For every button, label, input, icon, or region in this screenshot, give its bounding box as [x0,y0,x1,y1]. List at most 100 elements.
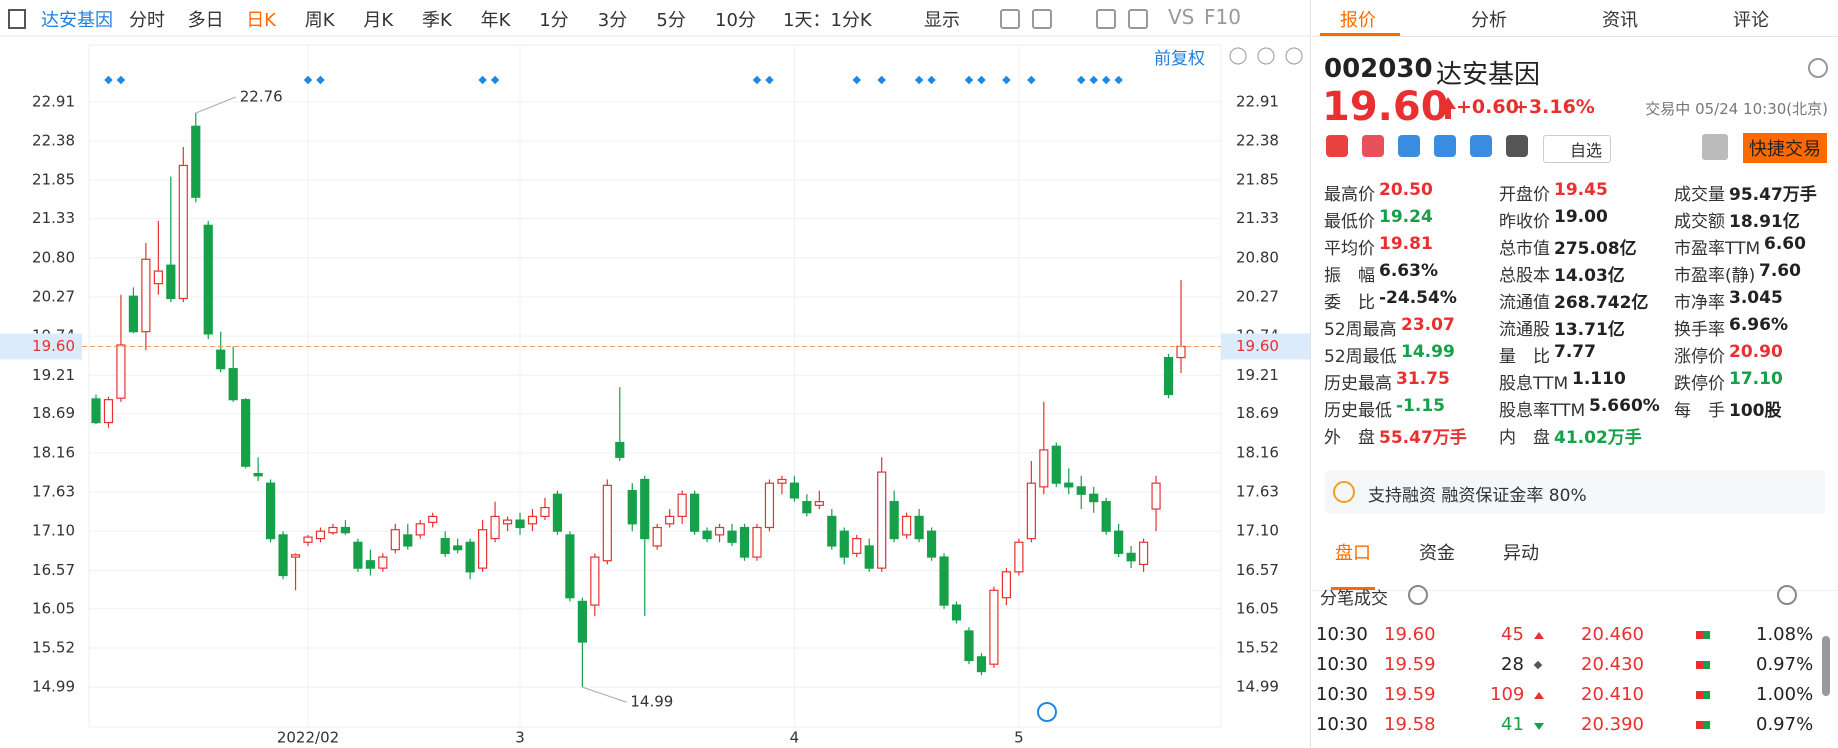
trade-ref: 20.410 [1581,684,1644,705]
trade-time: 10:30 [1316,684,1368,705]
adjust-label[interactable]: 前复权 [1154,49,1205,69]
tool-icon[interactable] [1032,9,1052,29]
bell-icon[interactable] [1702,134,1728,160]
panel-tab[interactable]: 分析 [1471,10,1507,31]
candle-body [714,526,725,536]
candle-body [814,501,824,506]
trade-vol: 109 [1490,684,1525,705]
period-tab[interactable]: 季K [422,10,452,31]
stock-name[interactable]: 达安基因 [41,10,113,31]
y-tick-label-right: 20.27 [1236,287,1279,305]
badge-icon[interactable] [1362,135,1384,157]
signal-marker [104,75,113,85]
panel-tab[interactable]: 评论 [1733,10,1769,31]
y-tick-label-right: 17.10 [1236,522,1279,540]
tool-icon[interactable] [1000,9,1020,29]
trade-vol: 41 [1501,714,1524,735]
stat-value: 7.77 [1554,342,1596,362]
period-select[interactable]: 1天：1分K [783,10,872,31]
display-select[interactable]: 显示 [924,10,960,31]
candle-body [690,493,700,532]
signal-marker [877,75,886,85]
stat-value: 19.45 [1554,180,1608,200]
badge-icon[interactable] [1434,135,1456,157]
trade-pct: 1.08% [1756,624,1814,645]
candle-body [303,536,313,543]
candle-body [964,630,974,662]
y-tick-label-right: 20.80 [1236,248,1279,266]
period-tab[interactable]: 3分 [597,10,628,31]
stat-value: 5.660% [1589,396,1660,416]
period-tab[interactable]: 5分 [656,10,686,31]
zoom-in-icon[interactable] [1285,47,1303,65]
stat-label: 总市值 [1499,239,1550,259]
trade-button[interactable]: 快捷交易 [1743,133,1827,163]
trade-vol: 45 [1501,624,1524,645]
max-annotation: 22.76 [240,87,283,105]
sub-tab[interactable]: 异动 [1503,543,1539,564]
y-tick-label: 19.21 [32,366,75,384]
sub-tab[interactable]: 盘口 [1335,543,1371,564]
period-tab[interactable]: 日K [246,10,276,31]
period-tab[interactable]: 1分 [539,10,569,31]
panel-tab[interactable]: 资讯 [1602,10,1638,31]
period-tab[interactable]: 年K [480,10,511,31]
y-tick-label-right: 18.69 [1236,404,1279,422]
candle-body [203,224,213,335]
signal-marker [914,75,924,85]
candle-body [1176,345,1186,359]
badge-icon[interactable] [1326,135,1348,157]
badge-icon[interactable] [1398,135,1420,157]
tool-icon[interactable] [1096,9,1116,29]
period-tab[interactable]: 多日 [187,10,224,31]
candle-body [1163,356,1174,396]
candle-body [428,515,438,523]
candle-body [552,493,563,532]
current-price-box [0,333,82,360]
toolbar-icon[interactable] [8,9,26,29]
undo-icon[interactable] [1229,47,1247,65]
stat-value: 275.08亿 [1554,239,1637,259]
candle-body [141,258,151,333]
settings-icon[interactable] [1808,58,1828,78]
price-arrow [1440,97,1456,109]
event-icon[interactable] [1037,702,1057,722]
panel-tab-border [1313,36,1838,37]
price-pct: +3.16% [1513,96,1595,118]
scrollbar [1822,636,1830,696]
period-tab[interactable]: 分时 [129,10,165,31]
period-tab[interactable]: 10分 [715,10,756,31]
vs-button[interactable]: VS [1168,5,1195,29]
stat-value: 3.045 [1729,288,1783,308]
candle-body [191,125,201,198]
badge-icon[interactable] [1506,135,1528,157]
sub-tab[interactable]: 资金 [1419,543,1455,564]
watch-button[interactable]: 自选 [1543,135,1612,163]
stat-label: 52周最低 [1324,347,1397,367]
info-icon [1408,585,1428,605]
candle-body [91,398,101,424]
more-icon[interactable] [1777,585,1797,605]
f10-button[interactable]: F10 [1204,5,1241,29]
candle-body [951,604,962,621]
max-leader [195,96,236,114]
stat-value: 20.90 [1729,342,1783,362]
panel-tab[interactable]: 报价 [1340,10,1376,31]
y-tick-label-right: 21.33 [1236,209,1279,227]
candle-body [727,530,737,543]
y-tick-label: 18.16 [32,443,75,461]
min-leader [582,686,627,703]
period-tab[interactable]: 月K [363,10,394,31]
badge-icon[interactable] [1470,135,1492,157]
period-tab[interactable]: 周K [304,10,335,31]
candle-body [353,541,363,569]
y-tick-label-right: 19.21 [1236,366,1279,384]
candle-body [939,556,949,606]
toolbar-bg [0,0,1310,36]
zoom-out-icon[interactable] [1257,47,1275,65]
candle-body [540,506,550,518]
candle-body [577,600,587,643]
stat-label: 最低价 [1324,212,1375,232]
tool-icon[interactable] [1128,9,1148,29]
stat-value: 100股 [1729,401,1782,421]
